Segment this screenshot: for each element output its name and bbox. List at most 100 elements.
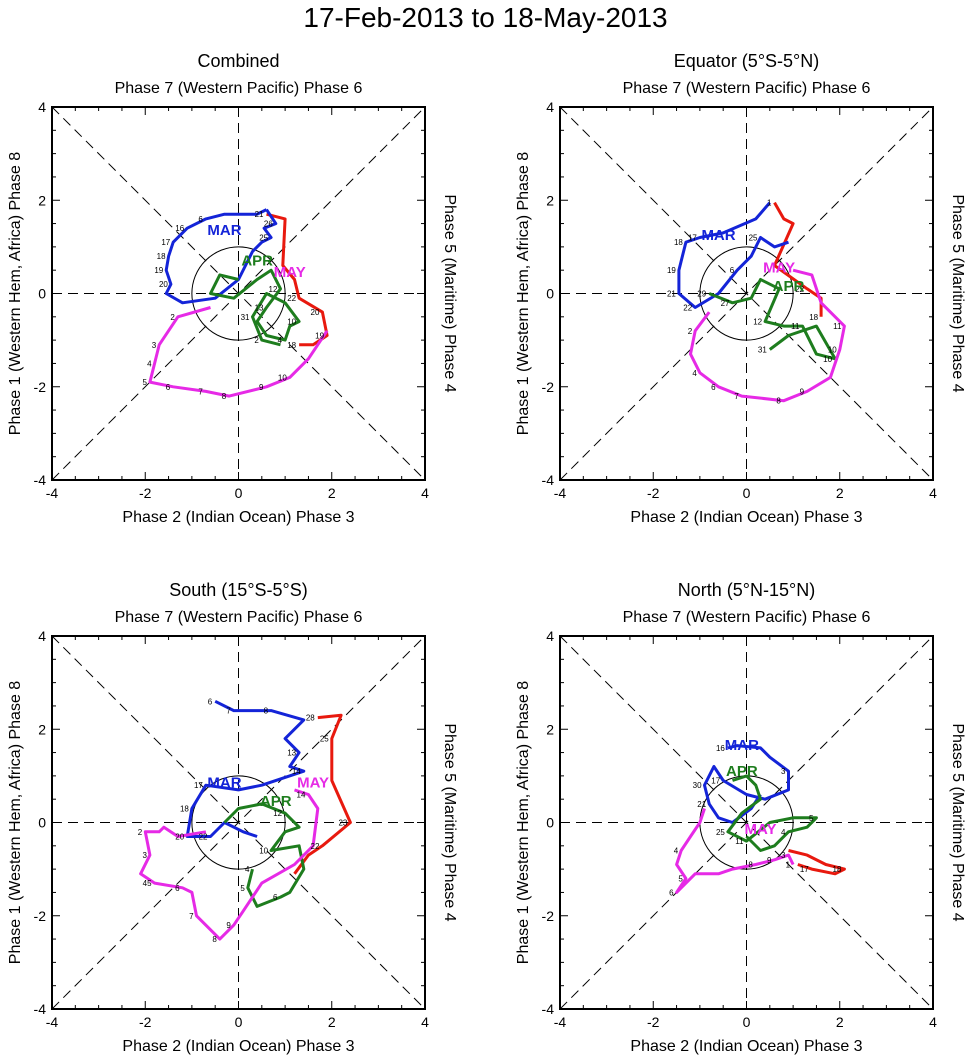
- day-label: 6: [198, 215, 203, 224]
- right-axis-label: Phase 5 (Maritime) Phase 4: [949, 723, 966, 921]
- top-axis-label: Phase 7 (Western Pacific) Phase 6: [623, 80, 871, 97]
- x-tick-label: 0: [235, 485, 243, 501]
- x-tick-label: -4: [46, 485, 59, 501]
- day-label: 23: [338, 819, 347, 828]
- y-tick-label: -2: [542, 379, 555, 395]
- month-label: MAY: [745, 821, 777, 838]
- day-label: 12: [273, 809, 282, 818]
- x-tick-label: 2: [328, 1014, 336, 1030]
- day-label: 2: [170, 313, 175, 322]
- x-tick-label: -2: [139, 485, 152, 501]
- day-label: 9: [767, 856, 772, 865]
- day-label: 25: [259, 234, 268, 243]
- x-tick-label: 4: [929, 1014, 937, 1030]
- day-label: 31: [241, 313, 250, 322]
- series-line-apr: [708, 278, 837, 361]
- unit-circle: [191, 775, 286, 870]
- day-label: 11: [735, 837, 744, 846]
- y-tick-label: 0: [546, 815, 554, 831]
- series-line-mar: [164, 208, 278, 305]
- y-tick-label: 2: [38, 192, 46, 208]
- day-label: 17: [161, 238, 170, 247]
- month-label: APR: [260, 793, 292, 810]
- y-axis-label: Phase 1 (Western Hem, Africa) Phase 8: [515, 152, 532, 435]
- figure-title: 17-Feb-2013 to 18-May-2013: [303, 2, 668, 33]
- day-label: 7: [198, 387, 203, 396]
- day-label: 18: [157, 252, 166, 261]
- y-tick-label: 4: [546, 628, 554, 644]
- day-label: 12: [753, 317, 762, 326]
- x-tick-label: 2: [836, 1014, 844, 1030]
- top-axis-label: Phase 7 (Western Pacific) Phase 6: [115, 80, 363, 97]
- series-line-feb: [293, 713, 352, 875]
- x-tick-label: 2: [836, 485, 844, 501]
- day-label: 9: [800, 387, 805, 396]
- x-tick-label: 4: [929, 485, 937, 501]
- top-axis-label: Phase 7 (Western Pacific) Phase 6: [623, 609, 871, 626]
- day-label: 11: [833, 322, 842, 331]
- day-label: 30: [693, 781, 702, 790]
- y-tick-label: -2: [34, 908, 47, 924]
- series-line-may: [139, 788, 320, 941]
- day-label: 9: [259, 383, 264, 392]
- x-tick-label: -2: [139, 1014, 152, 1030]
- day-label: 22: [683, 303, 692, 312]
- day-label: 2: [254, 336, 259, 345]
- day-label: 5: [809, 814, 814, 823]
- x-axis-label: Phase 2 (Indian Ocean) Phase 3: [122, 509, 354, 526]
- x-tick-label: 0: [235, 1014, 243, 1030]
- day-label: 21: [697, 800, 706, 809]
- month-label: APR: [773, 278, 805, 295]
- series-line-mar: [703, 744, 790, 824]
- month-label: MAY: [274, 264, 306, 281]
- diagonal-guide: [51, 635, 426, 1010]
- day-label: 22: [795, 285, 804, 294]
- day-label: 6: [166, 383, 171, 392]
- y-tick-label: -4: [542, 1001, 555, 1017]
- day-label: 19: [315, 331, 324, 340]
- right-axis-label: Phase 5 (Maritime) Phase 4: [441, 194, 458, 392]
- x-axis-label: Phase 2 (Indian Ocean) Phase 3: [122, 1038, 354, 1055]
- x-tick-label: 4: [421, 1014, 429, 1030]
- y-tick-label: -2: [34, 379, 47, 395]
- day-label: 11: [791, 322, 800, 331]
- day-label: 9: [226, 921, 231, 930]
- month-label: MAR: [207, 775, 241, 792]
- day-label: 4: [781, 828, 786, 837]
- day-label: 28: [306, 714, 315, 723]
- day-label: 1: [786, 860, 791, 869]
- series-line-apr: [726, 774, 818, 852]
- series-line-may: [675, 808, 795, 894]
- day-label: 17: [688, 234, 697, 243]
- day-label: 19: [154, 266, 163, 275]
- panel-title: Combined: [197, 51, 279, 71]
- day-label: 45: [143, 879, 152, 888]
- day-label: 8: [222, 392, 227, 401]
- day-label: 16: [175, 224, 184, 233]
- day-label: 12: [269, 285, 278, 294]
- series-line-apr: [223, 802, 306, 908]
- panel-title: South (15°S-5°S): [169, 580, 307, 600]
- day-label: 18: [833, 865, 842, 874]
- day-label: 10: [278, 373, 287, 382]
- month-label: APR: [241, 253, 273, 270]
- day-label: 26: [264, 220, 273, 229]
- day-label: 19: [667, 266, 676, 275]
- y-tick-label: -2: [542, 908, 555, 924]
- y-tick-label: 0: [38, 286, 46, 302]
- day-label: 25: [320, 735, 329, 744]
- day-label: 2: [138, 828, 143, 837]
- month-label: MAR: [701, 227, 735, 244]
- day-label: 8: [748, 860, 753, 869]
- day-label: 22: [199, 832, 208, 841]
- y-tick-label: 0: [546, 286, 554, 302]
- day-label: 2: [688, 327, 693, 336]
- day-label: 17: [194, 781, 203, 790]
- unit-circle: [191, 246, 286, 341]
- day-label: 4: [278, 336, 283, 345]
- panel-1: Combined Phase 7 (Western Pacific) Phase …: [7, 51, 458, 526]
- day-label: 6: [208, 697, 213, 706]
- day-label: 6: [669, 888, 674, 897]
- series-line-may: [689, 268, 846, 403]
- x-tick-label: -2: [647, 485, 660, 501]
